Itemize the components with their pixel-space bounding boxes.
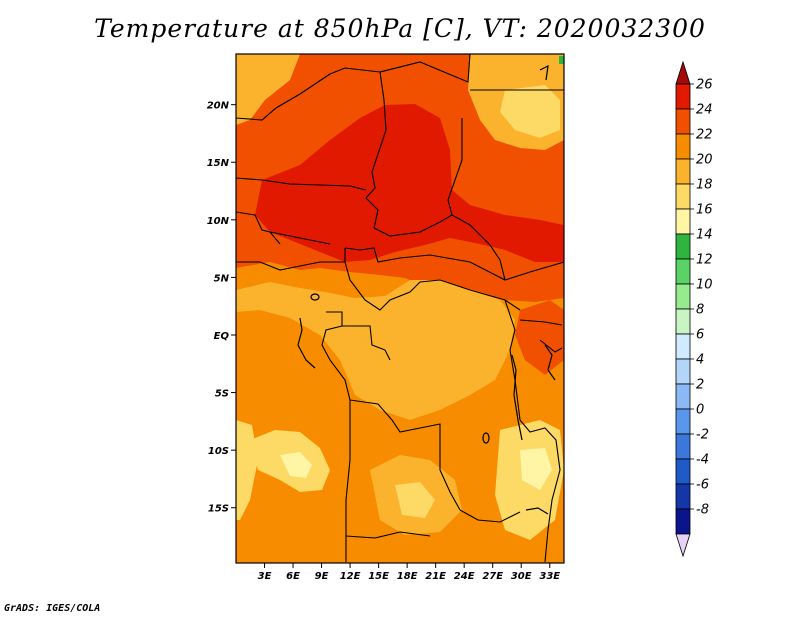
lon-tick-label: 30E: [511, 571, 532, 582]
lon-tick-label: 6E: [286, 571, 300, 582]
longitude-axis: 3E 6E 9E 12E 15E 18E 21E 24E 27E 30E 33E: [258, 563, 560, 582]
colorbar-swatch: [675, 358, 691, 385]
field-patch-12: [559, 56, 564, 64]
colorbar-swatch: [675, 508, 691, 535]
lat-tick-label: 5N: [214, 273, 230, 284]
colorbar-label: -2: [696, 428, 709, 443]
colorbar-swatch: [675, 483, 691, 510]
colorbar-swatch: [675, 183, 691, 210]
lat-tick-label: 15N: [207, 158, 230, 169]
country-borders: [236, 54, 564, 563]
grads-credit: GrADS: IGES/COLA: [4, 603, 101, 614]
field-patch-16-southeast: [520, 448, 552, 490]
colorbar-swatch: [675, 158, 691, 185]
colorbar-label: -6: [696, 478, 709, 493]
colorbar-label: -4: [696, 453, 709, 468]
lon-tick-label: 12E: [340, 571, 361, 582]
lon-tick-label: 33E: [539, 571, 560, 582]
colorbar-swatch: [675, 233, 691, 260]
colorbar-label: 0: [696, 403, 704, 418]
colorbar-label: 8: [696, 303, 704, 318]
colorbar-swatch: [675, 333, 691, 360]
latitude-axis: 20N 15N 10N 5N EQ 5S 10S 15S: [207, 101, 236, 515]
field-patch-18-south: [395, 482, 435, 518]
lat-tick-label: EQ: [214, 331, 230, 342]
colorbar-label: 10: [696, 278, 713, 293]
map-panel: [236, 54, 564, 563]
colorbar-swatch: [675, 283, 691, 310]
colorbar-label: 6: [696, 328, 704, 343]
colorbar-swatch: [675, 208, 691, 235]
map-frame: [235, 53, 565, 564]
lon-tick-label: 3E: [258, 571, 272, 582]
colorbar-label: 16: [696, 203, 713, 218]
lon-tick-label: 21E: [425, 571, 446, 582]
lon-tick-label: 27E: [482, 571, 503, 582]
colorbar-label: 20: [696, 153, 713, 168]
colorbar-label: 26: [696, 78, 713, 93]
lat-tick-label: 20N: [207, 101, 230, 112]
colorbar-label: 4: [696, 353, 704, 368]
field-band-20-center: [236, 280, 515, 420]
colorbar-label: 14: [696, 228, 713, 243]
lon-tick-label: 9E: [315, 571, 329, 582]
field-patch-18-westcoast: [236, 420, 258, 520]
colorbar-swatch: [675, 408, 691, 435]
colorbar-label: 12: [696, 253, 713, 268]
colorbar-swatch: [675, 108, 691, 135]
colorbar-swatch: [675, 308, 691, 335]
lon-tick-label: 24E: [454, 571, 475, 582]
colorbar-label: 2: [696, 378, 704, 393]
lat-tick-label: 5S: [215, 389, 229, 400]
colorbar-label: 24: [696, 103, 713, 118]
colorbar-swatch: [675, 133, 691, 160]
colorbar-swatch: [675, 258, 691, 285]
lon-tick-label: 18E: [397, 571, 418, 582]
colorbar-swatch: [675, 83, 691, 110]
colorbar-label: -8: [696, 503, 709, 518]
colorbar-top-arrow: [675, 60, 691, 85]
field-patch-20-north: [236, 54, 300, 125]
lat-tick-label: 10N: [207, 216, 230, 227]
colorbar-swatch: [675, 433, 691, 460]
colorbar-label: 18: [696, 178, 713, 193]
colorbar-label: 22: [696, 128, 713, 143]
lat-tick-label: 10S: [208, 446, 229, 457]
colorbar-bottom-arrow: [675, 533, 691, 558]
colorbar-swatch: [675, 383, 691, 410]
lakes-and-coastlines: [297, 64, 556, 515]
lon-tick-label: 15E: [368, 571, 389, 582]
colorbar-swatch: [675, 458, 691, 485]
lat-tick-label: 15S: [208, 504, 229, 515]
field-patch-16-southwest: [280, 452, 312, 478]
field-core-26: [255, 104, 564, 262]
map-title: Temperature at 850hPa [C], VT: 202003230…: [94, 14, 706, 43]
field-patch-18-northeast: [500, 85, 560, 138]
